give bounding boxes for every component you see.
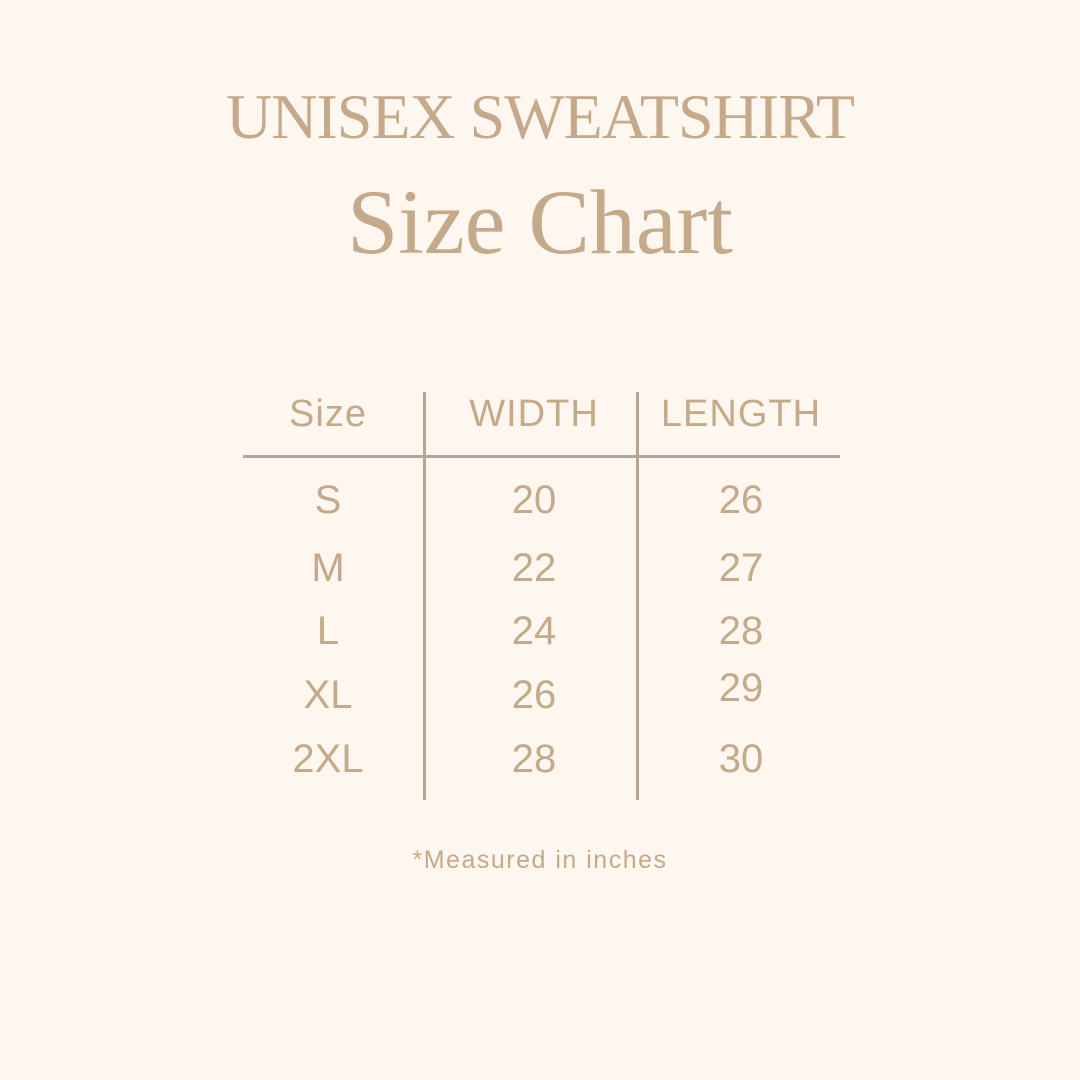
table-cell: 26 (718, 478, 764, 522)
column-header: LENGTH (660, 393, 822, 435)
table-cell: 22 (511, 546, 557, 590)
column-header: WIDTH (469, 393, 599, 435)
column-divider (423, 392, 426, 800)
table-cell: 2XL (292, 737, 364, 781)
table-cell: 29 (718, 666, 764, 710)
table-cell: 20 (511, 478, 557, 522)
column-header: Size (289, 393, 367, 435)
subtitle: Size Chart (347, 171, 733, 273)
table-cell: 28 (511, 737, 557, 781)
table-cell: 26 (511, 673, 557, 717)
table-cell: XL (303, 673, 353, 717)
table-cell: 27 (718, 546, 764, 590)
table-cell: M (311, 546, 345, 590)
title: UNISEX SWEATSHIRT (225, 81, 855, 152)
column-divider (636, 392, 639, 800)
table-cell: 28 (718, 609, 764, 653)
table-cell: 24 (511, 609, 557, 653)
table-cell: S (314, 478, 342, 522)
footnote: *Measured in inches (412, 846, 668, 874)
table-cell: L (316, 609, 340, 653)
table-cell: 30 (718, 737, 764, 781)
header-divider (243, 455, 840, 458)
